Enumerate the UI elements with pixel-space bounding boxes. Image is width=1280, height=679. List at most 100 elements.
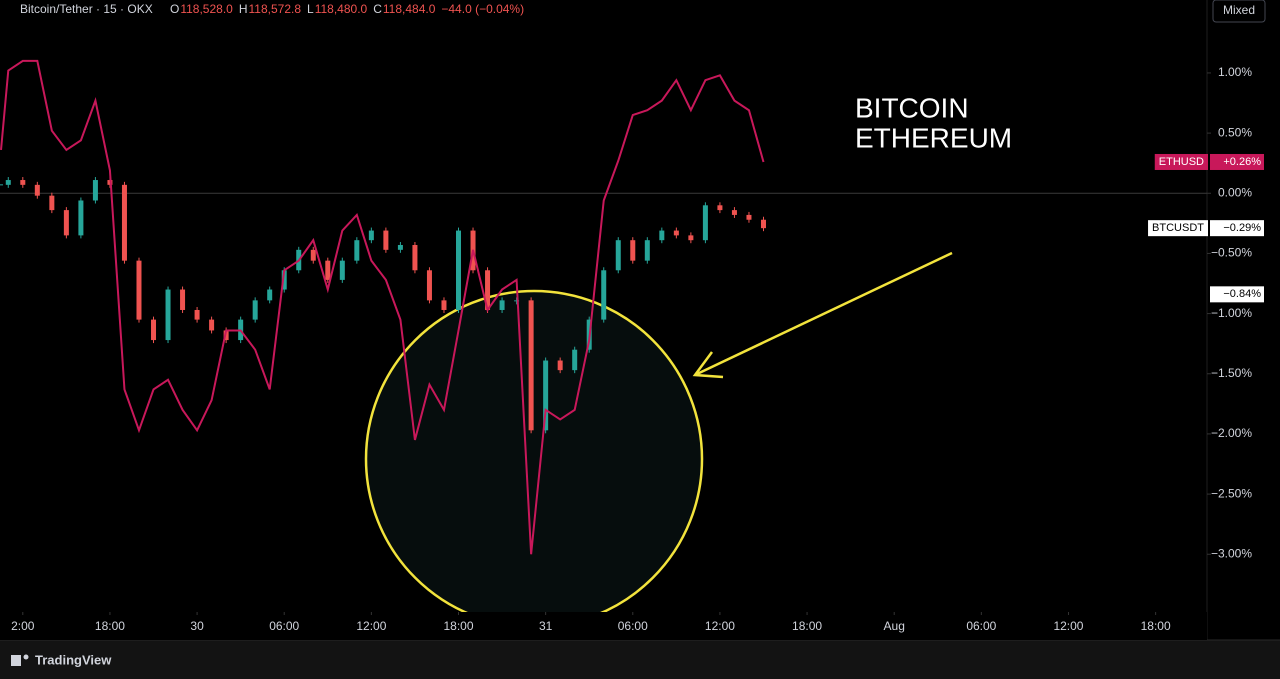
x-axis-band bbox=[0, 612, 1207, 640]
series-name: ETHUSD bbox=[1159, 156, 1204, 168]
y-tick-label: −2.00% bbox=[1211, 426, 1252, 440]
eth-line bbox=[0, 59, 765, 555]
symbol: Bitcoin/Tether · 15 · OKX bbox=[20, 2, 153, 16]
candle bbox=[5, 180, 11, 185]
candle bbox=[543, 360, 549, 431]
x-tick-label: 12:00 bbox=[705, 619, 735, 633]
arrow-head bbox=[692, 351, 724, 379]
y-tick-label: 1.00% bbox=[1218, 65, 1252, 79]
candle bbox=[151, 319, 157, 341]
ohlc-key: C bbox=[373, 2, 382, 16]
ohlc: O 118,528.0 H 118,572.8 L 118,480.0 C 118,484.0… bbox=[170, 2, 524, 16]
candle bbox=[49, 195, 55, 211]
candle bbox=[63, 210, 69, 236]
ohlc-value: 118,480.0 bbox=[315, 2, 368, 16]
candle bbox=[485, 270, 491, 310]
x-tick-label: 12:00 bbox=[356, 619, 386, 633]
x-tick-label: 06:00 bbox=[966, 619, 996, 633]
x-tick-label: 2:00 bbox=[11, 619, 35, 633]
candle bbox=[426, 270, 432, 301]
candle bbox=[325, 260, 331, 280]
candle bbox=[615, 240, 621, 271]
candle bbox=[20, 180, 26, 185]
y-tick-label: 0.50% bbox=[1218, 125, 1252, 139]
candle bbox=[644, 240, 650, 261]
candle bbox=[121, 184, 127, 261]
arrow bbox=[696, 251, 953, 376]
candle bbox=[281, 270, 287, 290]
ohlc-value: 118,484.0 bbox=[383, 2, 436, 16]
candle bbox=[688, 235, 694, 241]
last-value-label: −0.29% bbox=[1223, 222, 1261, 234]
y-tick-label: −0.50% bbox=[1211, 246, 1252, 260]
x-tick-label: 18:00 bbox=[443, 619, 473, 633]
logo bbox=[23, 654, 29, 660]
last-value-label: +0.26% bbox=[1223, 156, 1261, 168]
annotation: BITCOIN bbox=[855, 92, 969, 123]
candle bbox=[456, 230, 462, 310]
candle bbox=[659, 230, 665, 241]
candle bbox=[354, 240, 360, 261]
candle bbox=[760, 219, 766, 229]
candle bbox=[731, 210, 737, 215]
x-tick-label: 12:00 bbox=[1053, 619, 1083, 633]
candle bbox=[702, 205, 708, 241]
candle bbox=[92, 180, 98, 201]
candle bbox=[441, 300, 447, 310]
candle bbox=[339, 260, 345, 280]
scale-button[interactable] bbox=[1212, 0, 1266, 23]
ohlc-key: H bbox=[239, 2, 248, 16]
x-tick-label: 06:00 bbox=[618, 619, 648, 633]
x-tick-label: 18:00 bbox=[792, 619, 822, 633]
candle bbox=[136, 260, 142, 320]
candle bbox=[514, 300, 520, 302]
y-tick-label: −1.50% bbox=[1211, 366, 1252, 380]
candle bbox=[499, 300, 505, 310]
candle bbox=[78, 200, 84, 236]
price-marker-label: −0.84% bbox=[1223, 288, 1261, 300]
candle bbox=[267, 289, 273, 301]
candle bbox=[630, 240, 636, 261]
ohlc-value: 118,572.8 bbox=[249, 2, 302, 16]
candle bbox=[412, 245, 418, 271]
candle bbox=[194, 309, 200, 320]
brand: TradingView bbox=[35, 652, 112, 667]
y-tick-label: −3.00% bbox=[1211, 546, 1252, 560]
candle bbox=[746, 214, 752, 220]
series-badge bbox=[1154, 153, 1208, 170]
x-tick-label: 18:00 bbox=[95, 619, 125, 633]
ohlc-value: 118,528.0 bbox=[180, 2, 233, 16]
price-marker bbox=[1210, 286, 1264, 303]
change: −44.0 (−0.04%) bbox=[441, 2, 524, 16]
x-tick-label: 18:00 bbox=[1141, 619, 1171, 633]
candle bbox=[557, 360, 563, 371]
candle bbox=[528, 300, 534, 431]
candle bbox=[572, 349, 578, 371]
candle bbox=[165, 289, 171, 341]
y-tick-label: −1.00% bbox=[1211, 306, 1252, 320]
candle bbox=[368, 230, 374, 241]
candle bbox=[34, 184, 40, 196]
plot bbox=[0, 59, 1207, 555]
scale-button-label[interactable]: Mixed bbox=[1223, 3, 1255, 17]
candle bbox=[717, 205, 723, 211]
x-tick-label: Aug bbox=[884, 619, 905, 633]
series-badge bbox=[1148, 220, 1208, 237]
last-value-badge bbox=[1210, 153, 1264, 170]
x-tick-label: 30 bbox=[190, 619, 204, 633]
logo bbox=[11, 655, 21, 666]
y-tick-label: −2.50% bbox=[1211, 486, 1252, 500]
x-tick-label: 31 bbox=[539, 619, 553, 633]
ohlc-key: L bbox=[307, 2, 314, 16]
candle bbox=[180, 289, 186, 310]
ohlc-key: O bbox=[170, 2, 179, 16]
x-tick-label: 06:00 bbox=[269, 619, 299, 633]
candle bbox=[209, 319, 215, 331]
y-tick-label: 0.00% bbox=[1218, 185, 1252, 199]
footer bbox=[0, 640, 1280, 679]
candle bbox=[397, 245, 403, 250]
series-name: BTCUSDT bbox=[1152, 222, 1204, 234]
candle bbox=[383, 230, 389, 250]
